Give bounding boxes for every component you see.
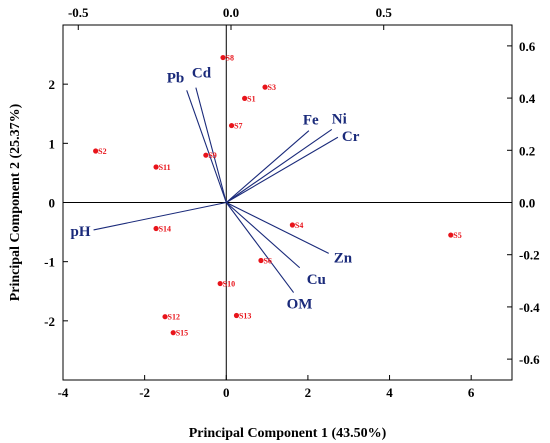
score-point-s15 (170, 330, 176, 336)
right-y-tick-label: -0.2 (519, 248, 540, 263)
loading-label-cr: Cr (342, 129, 360, 145)
loading-vector-fe (225, 130, 310, 203)
score-point-s13 (233, 312, 240, 319)
score-point-s10 (217, 280, 223, 287)
score-point-s12 (162, 314, 168, 320)
y-tick-label: 0 (49, 196, 56, 211)
score-label-s1: S1 (247, 94, 255, 103)
axis-ticks: -4 -2 0 2 4 6 -2 -1 0 1 2 -0.5 0.0 0.5 -0.6 -0.4 -0.2 0.0… (44, 5, 540, 400)
score-label-s9: S9 (208, 151, 216, 160)
score-label-s6: S6 (263, 256, 271, 265)
y-axis-title: Principal Component 2 (25.37%) (8, 103, 23, 301)
score-label-s14: S14 (159, 225, 171, 234)
score-point-s8 (220, 54, 226, 61)
score-point-s3 (262, 84, 268, 90)
top-x-tick-label: 0.0 (223, 5, 239, 20)
loading-vector-cr (225, 136, 339, 203)
score-label-s15: S15 (176, 329, 188, 338)
score-label-s10: S10 (223, 280, 235, 289)
score-point-s11 (153, 164, 159, 170)
loading-vector-ni (225, 128, 333, 203)
score-point-s14 (153, 225, 159, 232)
loading-vector-cu (225, 202, 301, 269)
score-label-s11: S11 (159, 163, 171, 172)
loading-vector-zn (226, 202, 329, 254)
score-point-s7 (228, 122, 235, 129)
x-tick-label: -2 (139, 385, 150, 400)
x-tick-label: 6 (468, 385, 475, 400)
score-point-s2 (93, 148, 99, 154)
score-point-s1 (242, 95, 248, 101)
loading-label-zn: Zn (334, 250, 353, 266)
loading-label-fe: Fe (303, 113, 319, 129)
y-tick-label: 2 (49, 77, 56, 92)
loading-label-cd: Cd (192, 66, 212, 82)
score-point-s4 (289, 222, 295, 228)
score-label-s5: S5 (453, 231, 461, 240)
x-tick-label: 2 (305, 385, 312, 400)
loading-vector-ph (93, 201, 227, 231)
x-axis-title: Principal Component 1 (43.50%) (189, 426, 387, 441)
loading-vector-cd (195, 87, 227, 203)
loading-label-cu: Cu (307, 272, 326, 288)
right-y-tick-label: -0.4 (519, 300, 540, 315)
x-tick-label: 0 (223, 385, 230, 400)
score-label-s13: S13 (239, 312, 251, 321)
score-point-s9 (203, 152, 209, 158)
score-point-s6 (258, 257, 264, 264)
right-y-tick-label: 0.4 (519, 91, 536, 106)
loading-label-ni: Ni (332, 111, 347, 127)
loading-vector-om (225, 202, 295, 293)
y-tick-label: -2 (44, 314, 55, 329)
right-y-tick-label: 0.2 (519, 143, 535, 158)
loading-label-pb: Pb (167, 70, 185, 86)
y-tick-label: -1 (44, 255, 55, 270)
right-y-tick-label: 0.6 (519, 39, 536, 54)
x-tick-label: -4 (58, 385, 69, 400)
plot-frame (62, 24, 513, 381)
loading-label-ph: pH (71, 224, 91, 240)
score-label-s3: S3 (268, 83, 276, 92)
score-label-s4: S4 (295, 221, 303, 230)
loading-label-om: OM (287, 297, 313, 313)
score-label-s12: S12 (168, 313, 180, 322)
right-y-tick-label: -0.6 (519, 352, 540, 367)
top-x-tick-label: 0.5 (376, 5, 393, 20)
plot-marks: Pb Cd Fe Ni Cr pH Cu Zn OM S1 S2 S3 S4 S5 S6 S7 S8 S9 S10 S… (63, 25, 512, 380)
x-tick-label: 4 (386, 385, 393, 400)
score-label-s8: S8 (226, 54, 234, 63)
right-y-tick-label: 0.0 (519, 196, 535, 211)
score-label-s2: S2 (98, 147, 106, 156)
score-point-s5 (448, 232, 454, 238)
y-tick-label: 1 (49, 136, 56, 151)
top-x-tick-label: -0.5 (68, 5, 89, 20)
loading-vector-pb (186, 90, 227, 203)
score-label-s7: S7 (234, 122, 242, 131)
